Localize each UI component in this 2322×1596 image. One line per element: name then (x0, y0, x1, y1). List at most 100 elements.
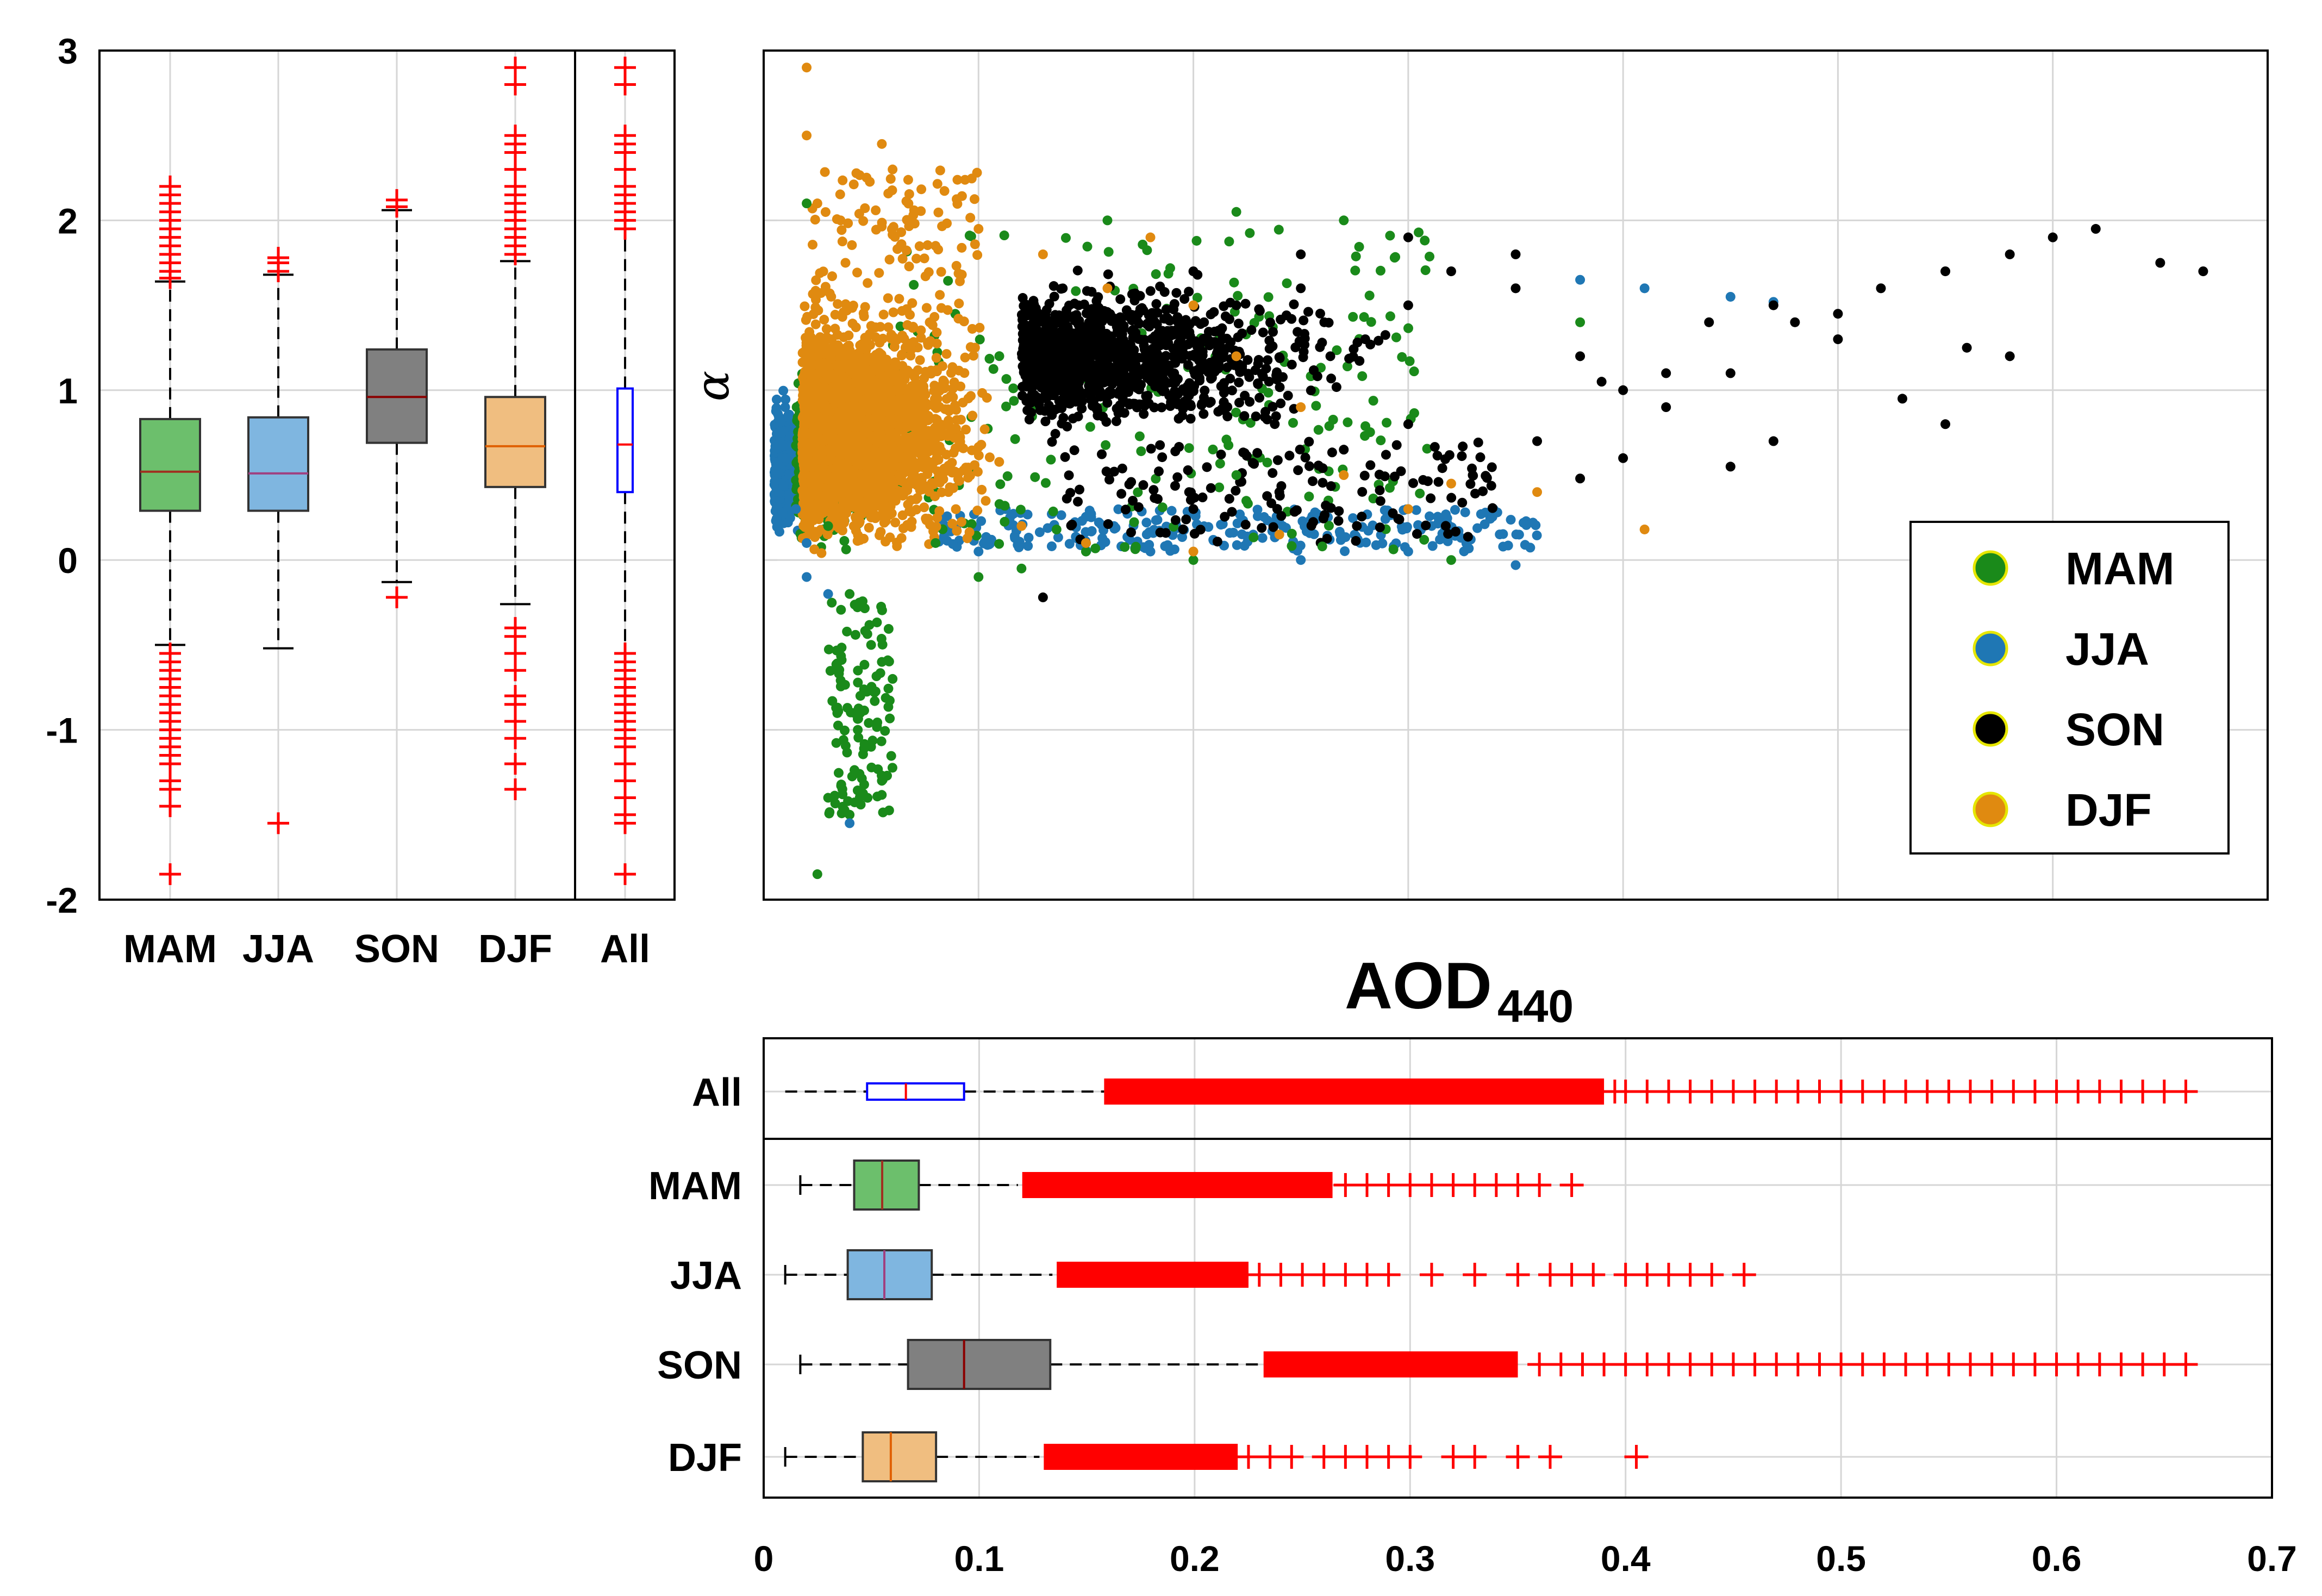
scatter-point-djf (994, 457, 1004, 467)
scatter-point-son (1091, 403, 1101, 413)
scatter-point-son (1246, 325, 1257, 335)
scatter-point-son (1060, 452, 1070, 462)
scatter-point-son (1319, 317, 1329, 327)
scatter-point-son (1212, 348, 1222, 358)
scatter-point-jja (942, 511, 952, 521)
scatter-point-son (1141, 391, 1151, 401)
scatter-point-son (1084, 350, 1094, 360)
scatter-point-son (1116, 381, 1127, 391)
alpha-outlier-marker (614, 812, 636, 834)
scatter-point-son (1206, 483, 1216, 493)
scatter-point-mam (1263, 388, 1274, 398)
scatter-point-son (1031, 303, 1041, 314)
scatter-point-son (1172, 472, 1183, 482)
scatter-point-son (1426, 493, 1436, 503)
scatter-point-mam (1151, 269, 1161, 279)
scatter-point-jja (1348, 513, 1358, 523)
scatter-point-son (1099, 345, 1109, 355)
scatter-point-djf (902, 520, 913, 530)
scatter-point-son (1276, 398, 1286, 409)
scatter-point-son (1351, 536, 1361, 546)
scatter-point-son (1381, 450, 1391, 460)
scatter-point-jja (1525, 543, 1535, 553)
scatter-point-son (1151, 299, 1162, 309)
scatter-point-mam (1090, 543, 1101, 553)
scatter-point-son (1239, 411, 1250, 421)
scatter-point-mam (1311, 401, 1321, 411)
scatter-point-mam (853, 725, 863, 735)
scatter-point-mam (1288, 417, 1298, 428)
scatter-point-jja (1064, 539, 1075, 549)
scatter-point-mam (1409, 366, 1419, 377)
scatter-point-jja (779, 440, 790, 451)
scatter-point-jja (1232, 518, 1243, 528)
alpha-outlier-marker (614, 863, 636, 886)
scatter-point-son (1181, 315, 1191, 325)
scatter-point-son (1117, 329, 1127, 339)
scatter-point-mam (1224, 440, 1234, 451)
scatter-point-son (1446, 492, 1457, 503)
scatter-point-mam (1130, 544, 1140, 554)
scatter-point-mam (842, 626, 852, 637)
scatter-point-jja (775, 417, 785, 427)
scatter-point-son (1174, 442, 1184, 452)
scatter-point-mam (1357, 371, 1368, 381)
scatter-point-son (1260, 407, 1270, 417)
alpha-outlier-marker (386, 586, 408, 608)
scatter-point-son (1234, 397, 1244, 408)
scatter-point-son (1128, 289, 1138, 299)
scatter-point-mam (858, 749, 868, 759)
scatter-point-mam (1287, 541, 1297, 551)
scatter-point-mam (873, 764, 883, 775)
scatter-point-son (1113, 361, 1123, 371)
scatter-point-son (1076, 341, 1087, 352)
scatter-point-son (1170, 481, 1180, 491)
scatter-point-son (1245, 397, 1255, 407)
scatter-point-mam (838, 735, 848, 745)
scatter-point-jja (1034, 527, 1045, 538)
scatter-point-son (1450, 526, 1460, 537)
scatter-point-son (1253, 378, 1263, 389)
scatter-point-son (1306, 385, 1316, 396)
scatter-point-son (1199, 409, 1209, 419)
scatter-point-son (1287, 314, 1297, 324)
alpha-y-tick-label: 1 (58, 371, 78, 411)
scatter-point-jja (1425, 511, 1435, 521)
scatter-point-mam (870, 687, 879, 697)
scatter-point-jja (1014, 537, 1025, 547)
scatter-point-son (1117, 463, 1127, 473)
scatter-point-son (1197, 492, 1208, 503)
scatter-point-son (1374, 335, 1384, 346)
scatter-point-son (1048, 332, 1059, 342)
scatter-point-jja (777, 507, 788, 518)
scatter-point-son (1170, 358, 1181, 368)
alpha-outlier-marker (504, 659, 526, 682)
scatter-point-jja (1110, 523, 1121, 533)
scatter-point-mam (1001, 401, 1012, 412)
scatter-point-jja (1441, 509, 1451, 520)
scatter-point-mam (1359, 312, 1369, 322)
scatter-point-mam (1015, 504, 1026, 515)
scatter-point-mam (1030, 472, 1040, 482)
scatter-point-mam (994, 351, 1004, 361)
scatter-point-jja (1160, 541, 1170, 551)
scatter-point-mam (1103, 247, 1114, 257)
scatter-point-jja (770, 476, 780, 487)
scatter-point-son (1389, 471, 1400, 482)
scatter-point-mam (833, 720, 843, 731)
scatter-point-jja (1046, 541, 1057, 551)
scatter-point-son (1457, 497, 1468, 508)
scatter-point-jja (1257, 533, 1268, 543)
scatter-point-mam (853, 677, 863, 688)
scatter-point-son (1237, 328, 1247, 339)
scatter-point-mam (1274, 225, 1284, 235)
scatter-point-son (1035, 405, 1045, 415)
scatter-point-jja (771, 394, 782, 404)
scatter-point-son (1098, 329, 1109, 339)
scatter-point-mam (824, 808, 834, 819)
scatter-point-mam (871, 671, 882, 682)
scatter-point-son (1149, 402, 1159, 413)
scatter-point-son (1171, 288, 1182, 298)
scatter-point-son (1056, 395, 1066, 406)
scatter-point-mam (1420, 265, 1431, 276)
